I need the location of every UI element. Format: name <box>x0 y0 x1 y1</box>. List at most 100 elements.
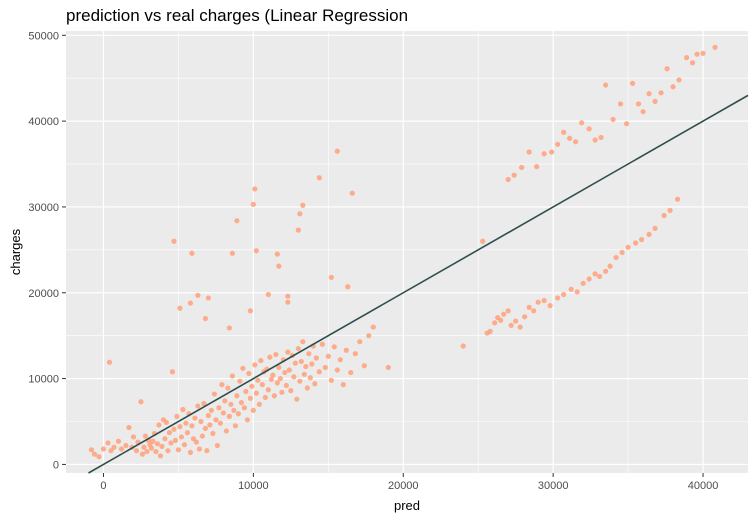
data-point <box>153 448 159 455</box>
data-point <box>247 395 253 401</box>
data-point <box>561 129 567 135</box>
data-point <box>667 207 673 213</box>
data-point <box>175 447 182 453</box>
data-point <box>198 418 204 425</box>
data-point <box>226 325 232 331</box>
data-point <box>340 382 346 388</box>
data-point <box>549 149 555 155</box>
y-tick-label: 30000 <box>28 202 59 214</box>
data-point <box>130 434 137 440</box>
data-point <box>712 44 718 50</box>
data-point <box>232 423 238 429</box>
data-point <box>603 268 609 274</box>
data-point <box>331 344 337 350</box>
data-point <box>243 388 249 395</box>
data-point <box>498 317 504 323</box>
data-point <box>337 357 343 363</box>
data-point <box>106 359 113 365</box>
data-point <box>322 364 328 371</box>
data-point <box>349 190 355 196</box>
data-point <box>183 420 189 426</box>
data-point <box>96 454 102 460</box>
data-point <box>283 382 289 389</box>
data-point <box>526 304 532 310</box>
data-point <box>217 420 223 426</box>
x-tick-label: 0 <box>100 480 106 492</box>
data-point <box>214 442 220 449</box>
data-point <box>607 263 613 269</box>
data-point <box>253 248 259 254</box>
data-point <box>674 196 681 202</box>
data-point <box>629 80 636 86</box>
data-point <box>555 141 561 147</box>
data-point <box>279 389 285 395</box>
data-point <box>171 426 177 432</box>
data-point <box>229 373 235 379</box>
data-point <box>573 139 579 145</box>
data-point <box>300 339 306 345</box>
data-point <box>294 396 300 402</box>
data-point <box>157 453 164 459</box>
data-point <box>574 289 580 295</box>
data-point <box>522 314 528 320</box>
data-point <box>586 276 592 282</box>
data-point <box>288 388 294 394</box>
data-point <box>253 390 259 396</box>
data-point <box>664 66 670 72</box>
data-point <box>219 382 225 388</box>
data-point <box>276 263 282 269</box>
data-point <box>100 446 107 452</box>
data-point <box>205 412 211 419</box>
data-point <box>592 271 598 277</box>
data-point <box>220 410 226 416</box>
data-point <box>252 186 258 192</box>
data-point <box>108 448 114 454</box>
data-point <box>316 175 322 181</box>
data-point <box>195 292 201 298</box>
data-point <box>555 295 561 301</box>
data-point <box>138 399 144 405</box>
data-point <box>683 55 690 61</box>
data-point <box>88 447 95 453</box>
data-point <box>105 440 111 446</box>
data-point <box>325 353 331 359</box>
data-point <box>265 291 271 298</box>
data-point <box>238 400 244 406</box>
data-point <box>640 109 646 115</box>
data-point <box>291 374 297 380</box>
data-point <box>567 135 573 141</box>
x-tick-label: 10000 <box>238 480 269 492</box>
data-point <box>334 367 340 373</box>
data-point <box>460 343 466 349</box>
data-point <box>172 437 179 443</box>
data-point <box>141 444 147 450</box>
data-point <box>234 218 240 224</box>
data-point <box>169 369 176 375</box>
data-point <box>547 303 553 309</box>
data-point <box>259 382 265 388</box>
data-point <box>144 448 150 455</box>
data-point <box>247 308 253 314</box>
data-point <box>274 251 280 257</box>
data-point <box>501 311 507 317</box>
data-point <box>343 347 349 353</box>
data-point <box>319 341 325 347</box>
data-point <box>234 393 240 399</box>
data-point <box>534 164 540 170</box>
data-point <box>646 91 652 97</box>
data-point <box>270 372 276 378</box>
data-point <box>177 424 183 430</box>
data-point <box>202 425 208 431</box>
data-point <box>579 120 585 126</box>
data-point <box>228 401 234 407</box>
data-point <box>361 363 367 369</box>
data-point <box>610 116 616 122</box>
data-point <box>306 351 312 357</box>
data-point <box>193 439 200 445</box>
data-point <box>517 324 523 330</box>
data-point <box>171 238 177 244</box>
data-point <box>661 212 667 219</box>
y-tick-label: 0 <box>53 459 59 471</box>
data-point <box>316 369 322 375</box>
